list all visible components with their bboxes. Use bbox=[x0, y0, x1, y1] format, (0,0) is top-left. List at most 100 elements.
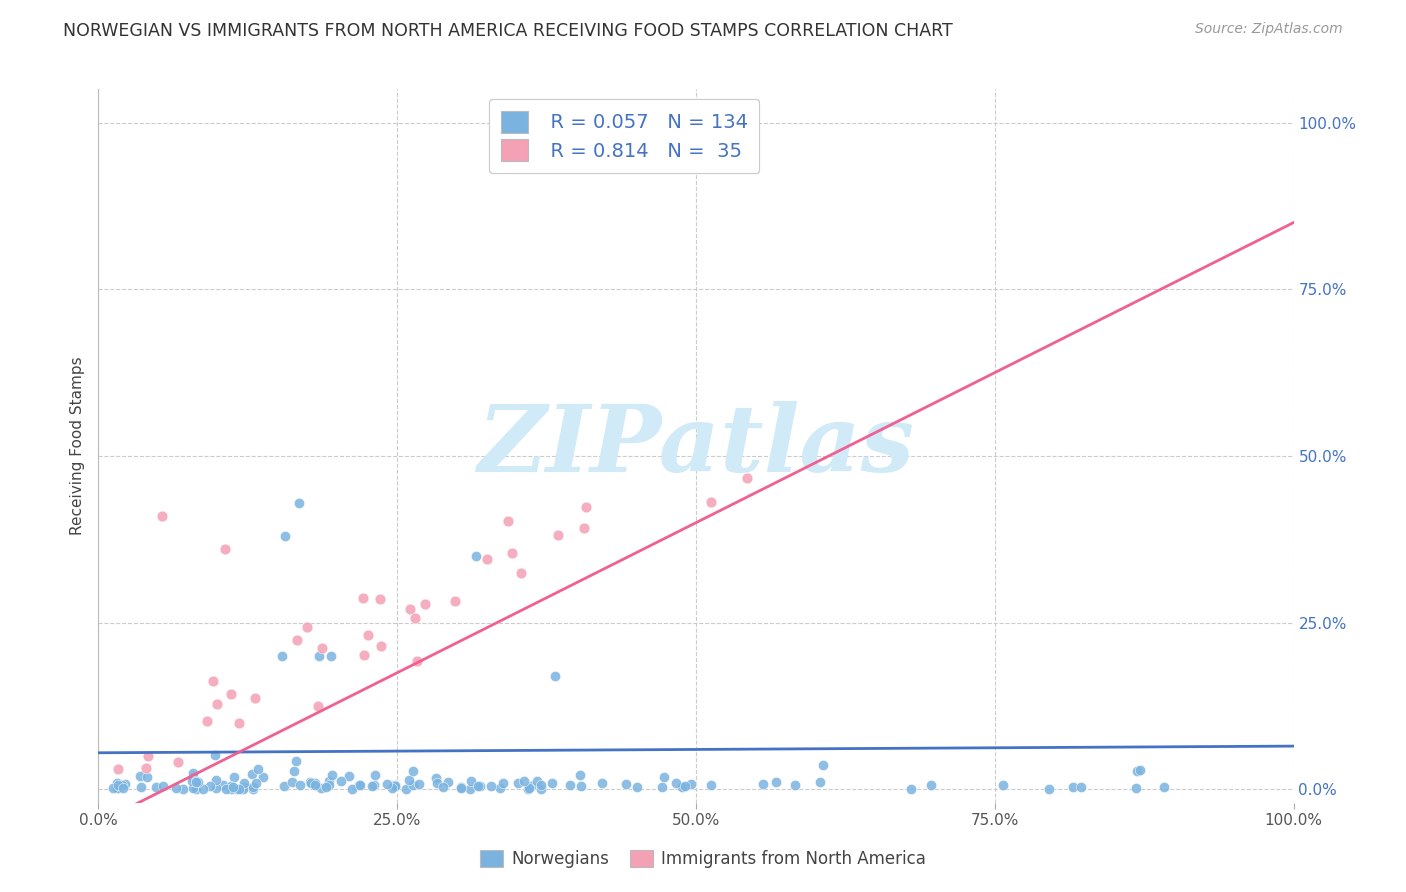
Point bbox=[232, 780, 254, 795]
Point bbox=[219, 781, 242, 796]
Point bbox=[520, 779, 543, 793]
Point bbox=[665, 776, 688, 790]
Point bbox=[530, 781, 553, 796]
Point bbox=[450, 780, 472, 794]
Point bbox=[287, 496, 309, 510]
Point bbox=[519, 781, 541, 796]
Point bbox=[991, 779, 1014, 793]
Point bbox=[204, 773, 226, 788]
Point bbox=[112, 780, 135, 795]
Point bbox=[363, 778, 385, 792]
Point bbox=[150, 509, 173, 524]
Point bbox=[242, 780, 264, 795]
Point bbox=[242, 782, 264, 797]
Point bbox=[425, 771, 447, 785]
Point bbox=[107, 778, 129, 792]
Point bbox=[699, 495, 721, 509]
Point bbox=[309, 780, 332, 795]
Point bbox=[460, 773, 482, 788]
Point bbox=[808, 775, 831, 789]
Point bbox=[308, 649, 330, 664]
Point bbox=[458, 782, 481, 797]
Point bbox=[304, 776, 326, 790]
Point bbox=[245, 776, 267, 790]
Point bbox=[204, 747, 226, 762]
Point bbox=[181, 774, 204, 789]
Point bbox=[591, 776, 613, 790]
Point bbox=[509, 566, 531, 580]
Point bbox=[404, 611, 426, 625]
Point bbox=[465, 549, 488, 563]
Point bbox=[614, 777, 637, 791]
Point bbox=[187, 775, 209, 789]
Point bbox=[165, 780, 187, 795]
Point bbox=[370, 639, 392, 653]
Point bbox=[765, 775, 787, 789]
Point bbox=[191, 782, 214, 797]
Point bbox=[198, 779, 221, 793]
Point bbox=[408, 777, 430, 791]
Point bbox=[475, 552, 498, 566]
Point bbox=[240, 766, 263, 780]
Point bbox=[205, 697, 228, 711]
Point bbox=[101, 780, 124, 795]
Point bbox=[318, 778, 340, 792]
Point bbox=[172, 782, 194, 797]
Point bbox=[321, 768, 343, 782]
Point bbox=[399, 602, 422, 616]
Point bbox=[516, 782, 538, 797]
Point bbox=[202, 673, 225, 688]
Point bbox=[228, 782, 250, 797]
Point bbox=[405, 654, 427, 668]
Point bbox=[129, 780, 152, 794]
Point bbox=[652, 770, 675, 784]
Point bbox=[375, 777, 398, 791]
Point bbox=[467, 779, 489, 793]
Point bbox=[337, 769, 360, 783]
Point bbox=[544, 669, 567, 683]
Point bbox=[488, 780, 510, 795]
Point bbox=[184, 773, 207, 788]
Point bbox=[283, 764, 305, 778]
Point bbox=[111, 778, 134, 792]
Point bbox=[381, 780, 404, 795]
Point bbox=[402, 764, 425, 778]
Point bbox=[349, 778, 371, 792]
Point bbox=[114, 777, 136, 791]
Point bbox=[107, 763, 129, 777]
Point bbox=[436, 774, 458, 789]
Point bbox=[364, 768, 387, 782]
Point bbox=[651, 780, 673, 794]
Point bbox=[811, 758, 834, 772]
Legend:   R = 0.057   N = 134,   R = 0.814   N =  35: R = 0.057 N = 134, R = 0.814 N = 35 bbox=[489, 99, 759, 173]
Point bbox=[560, 778, 582, 792]
Point bbox=[307, 698, 329, 713]
Point bbox=[752, 777, 775, 791]
Point bbox=[353, 648, 375, 663]
Point bbox=[205, 780, 228, 795]
Point bbox=[1125, 780, 1147, 795]
Point bbox=[526, 773, 548, 788]
Point bbox=[370, 592, 392, 607]
Point bbox=[352, 591, 374, 605]
Point bbox=[152, 779, 174, 793]
Point bbox=[285, 633, 308, 648]
Point bbox=[501, 546, 523, 560]
Point bbox=[105, 776, 128, 790]
Point bbox=[541, 776, 564, 790]
Point bbox=[479, 779, 502, 793]
Point bbox=[136, 749, 159, 764]
Point bbox=[513, 774, 536, 789]
Point bbox=[184, 775, 207, 789]
Point bbox=[671, 780, 693, 795]
Point bbox=[1070, 780, 1092, 794]
Point bbox=[1062, 780, 1084, 794]
Point bbox=[304, 778, 326, 792]
Point bbox=[569, 768, 592, 782]
Point bbox=[298, 775, 321, 789]
Point bbox=[413, 597, 436, 611]
Point bbox=[920, 778, 942, 792]
Point bbox=[145, 780, 167, 794]
Point bbox=[281, 775, 304, 789]
Point bbox=[211, 778, 233, 792]
